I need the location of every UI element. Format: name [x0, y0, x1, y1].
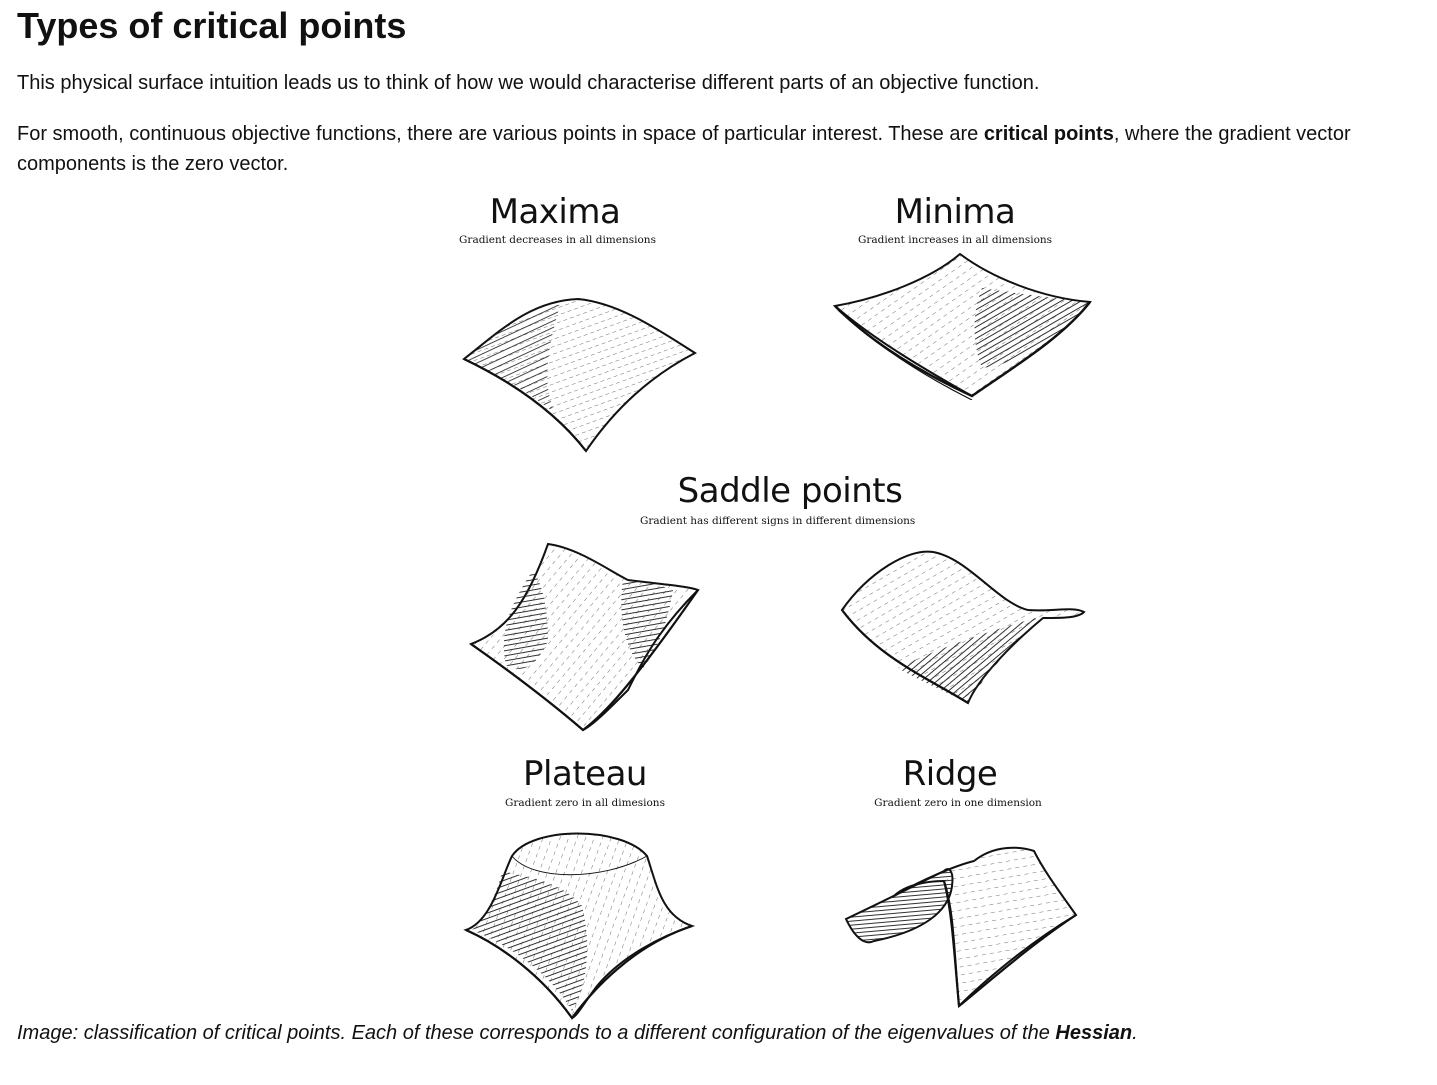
- intro-paragraph: This physical surface intuition leads us…: [17, 72, 1040, 94]
- plateau-subtitle: Gradient zero in all dimesions: [505, 797, 665, 809]
- plateau-title: Plateau: [523, 754, 647, 794]
- plateau-surface-illustration: [463, 832, 696, 1020]
- ridge-surface-illustration: [844, 846, 1078, 1009]
- ridge-subtitle: Gradient zero in one dimension: [874, 797, 1042, 809]
- saddle-surface-illustration-left: [468, 542, 700, 732]
- hessian-term: Hessian: [1055, 1022, 1133, 1044]
- caption-text-end: .: [1132, 1022, 1138, 1044]
- maxima-subtitle: Gradient decreases in all dimensions: [459, 234, 656, 246]
- saddle-subtitle: Gradient has different signs in differen…: [640, 515, 916, 527]
- figure-caption: Image: classification of critical points…: [17, 1018, 1138, 1048]
- section-heading: Types of critical points: [17, 5, 407, 46]
- saddle-title: Saddle points: [677, 471, 903, 511]
- minima-surface-illustration: [832, 252, 1092, 400]
- saddle-surface-illustration-right: [840, 550, 1086, 705]
- paragraph-text-start: For smooth, continuous objective functio…: [17, 123, 984, 145]
- critical-points-paragraph: For smooth, continuous objective functio…: [17, 119, 1427, 179]
- paragraph-text-end: , where the gradient vector components i…: [17, 123, 1351, 175]
- minima-subtitle: Gradient increases in all dimensions: [857, 234, 1053, 246]
- article-section: Types of critical points This physical s…: [17, 0, 1427, 179]
- maxima-surface-illustration: [462, 297, 698, 453]
- maxima-title: Maxima: [489, 192, 621, 232]
- critical-points-term: critical points: [983, 123, 1114, 145]
- ridge-title: Ridge: [902, 754, 998, 794]
- minima-title: Minima: [894, 192, 1016, 232]
- critical-points-figure: Maxima Gradient decreases in all dimensi…: [440, 186, 1140, 1026]
- caption-text-start: Image: classification of critical points…: [17, 1022, 1056, 1044]
